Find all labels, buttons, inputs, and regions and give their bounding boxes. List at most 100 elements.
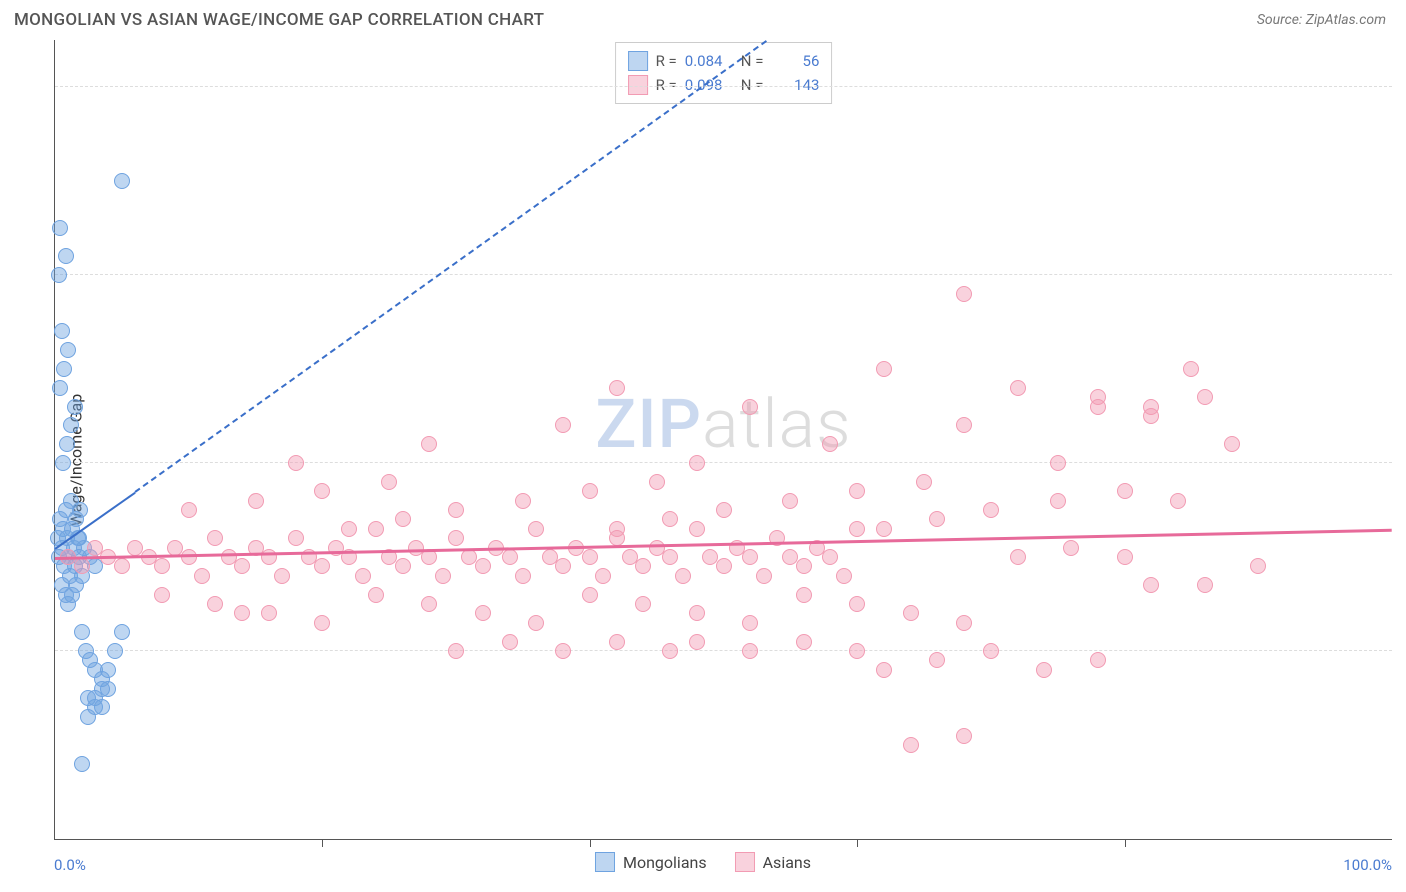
scatter-point bbox=[1250, 558, 1266, 574]
scatter-point bbox=[582, 549, 598, 565]
scatter-point bbox=[1090, 389, 1106, 405]
scatter-point bbox=[1197, 389, 1213, 405]
scatter-point bbox=[1170, 493, 1186, 509]
scatter-point bbox=[956, 728, 972, 744]
scatter-point bbox=[609, 634, 625, 650]
legend-swatch bbox=[595, 852, 615, 872]
chart-title: MONGOLIAN VS ASIAN WAGE/INCOME GAP CORRE… bbox=[14, 10, 544, 30]
scatter-point bbox=[796, 587, 812, 603]
scatter-point bbox=[822, 549, 838, 565]
scatter-point bbox=[836, 568, 852, 584]
gridline bbox=[55, 86, 1392, 87]
scatter-point bbox=[662, 643, 678, 659]
scatter-point bbox=[595, 568, 611, 584]
legend-swatch bbox=[628, 75, 648, 95]
legend-swatch bbox=[735, 852, 755, 872]
scatter-point bbox=[381, 474, 397, 490]
scatter-point bbox=[849, 596, 865, 612]
x-tick bbox=[1125, 839, 1126, 847]
scatter-point bbox=[154, 558, 170, 574]
scatter-point bbox=[1117, 549, 1133, 565]
scatter-point bbox=[314, 483, 330, 499]
scatter-point bbox=[52, 380, 68, 396]
scatter-point bbox=[502, 549, 518, 565]
scatter-point bbox=[1010, 549, 1026, 565]
scatter-point bbox=[555, 643, 571, 659]
scatter-point bbox=[314, 558, 330, 574]
scatter-point bbox=[100, 662, 116, 678]
scatter-point bbox=[355, 568, 371, 584]
scatter-point bbox=[261, 605, 277, 621]
scatter-point bbox=[689, 455, 705, 471]
scatter-point bbox=[903, 737, 919, 753]
scatter-point bbox=[716, 502, 732, 518]
scatter-point bbox=[58, 248, 74, 264]
scatter-point bbox=[1117, 483, 1133, 499]
legend-row: R =0.098N =143 bbox=[628, 73, 820, 97]
scatter-point bbox=[114, 558, 130, 574]
chart-area: Wage/Income Gap ZIPatlas R =0.084N =56R … bbox=[14, 40, 1392, 880]
legend-n-value: 56 bbox=[771, 52, 819, 70]
scatter-point bbox=[983, 502, 999, 518]
scatter-point bbox=[54, 323, 70, 339]
scatter-point bbox=[849, 643, 865, 659]
scatter-point bbox=[59, 436, 75, 452]
scatter-point bbox=[1050, 493, 1066, 509]
scatter-point bbox=[689, 521, 705, 537]
scatter-point bbox=[448, 643, 464, 659]
series-legend-item: Mongolians bbox=[595, 852, 707, 872]
scatter-point bbox=[421, 436, 437, 452]
scatter-point bbox=[56, 361, 72, 377]
scatter-point bbox=[689, 605, 705, 621]
scatter-point bbox=[435, 568, 451, 584]
scatter-point bbox=[114, 173, 130, 189]
scatter-point bbox=[609, 521, 625, 537]
x-tick bbox=[322, 839, 323, 847]
scatter-point bbox=[448, 502, 464, 518]
watermark: ZIPatlas bbox=[595, 384, 851, 464]
scatter-point bbox=[475, 558, 491, 574]
scatter-point bbox=[689, 634, 705, 650]
scatter-point bbox=[1183, 361, 1199, 377]
scatter-point bbox=[421, 596, 437, 612]
scatter-point bbox=[528, 615, 544, 631]
scatter-point bbox=[154, 587, 170, 603]
scatter-point bbox=[288, 455, 304, 471]
scatter-point bbox=[903, 605, 919, 621]
series-legend-label: Asians bbox=[763, 853, 811, 872]
scatter-point bbox=[341, 521, 357, 537]
scatter-point bbox=[1036, 662, 1052, 678]
scatter-point bbox=[1050, 455, 1066, 471]
scatter-point bbox=[63, 417, 79, 433]
scatter-point bbox=[52, 220, 68, 236]
scatter-point bbox=[649, 474, 665, 490]
series-legend-item: Asians bbox=[735, 852, 811, 872]
scatter-point bbox=[314, 615, 330, 631]
scatter-point bbox=[956, 417, 972, 433]
scatter-point bbox=[635, 596, 651, 612]
scatter-point bbox=[72, 502, 88, 518]
scatter-point bbox=[635, 558, 651, 574]
scatter-point bbox=[609, 380, 625, 396]
scatter-point bbox=[515, 493, 531, 509]
scatter-point bbox=[555, 558, 571, 574]
scatter-point bbox=[582, 483, 598, 499]
scatter-point bbox=[1224, 436, 1240, 452]
scatter-point bbox=[796, 558, 812, 574]
scatter-point bbox=[716, 558, 732, 574]
scatter-point bbox=[956, 286, 972, 302]
scatter-point bbox=[662, 549, 678, 565]
series-legend: Mongolians Asians bbox=[595, 852, 811, 872]
scatter-point bbox=[555, 417, 571, 433]
scatter-point bbox=[368, 587, 384, 603]
scatter-point bbox=[60, 342, 76, 358]
scatter-point bbox=[107, 643, 123, 659]
gridline bbox=[55, 274, 1392, 275]
scatter-point bbox=[675, 568, 691, 584]
scatter-point bbox=[395, 558, 411, 574]
scatter-point bbox=[742, 549, 758, 565]
trend-line bbox=[135, 40, 768, 493]
gridline bbox=[55, 650, 1392, 651]
scatter-point bbox=[956, 615, 972, 631]
gridline bbox=[55, 462, 1392, 463]
